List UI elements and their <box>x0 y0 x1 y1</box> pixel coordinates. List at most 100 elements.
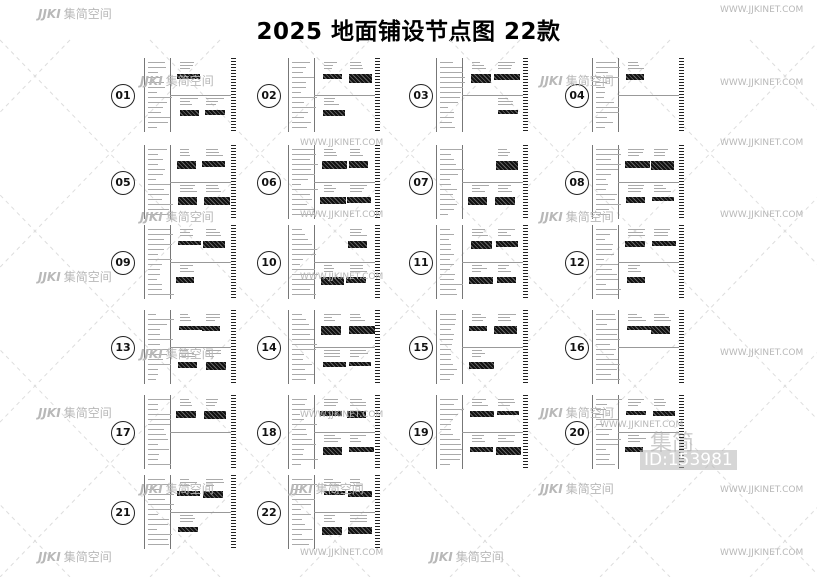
note-text <box>292 399 308 400</box>
note-text <box>440 294 458 295</box>
detail-label <box>498 314 516 315</box>
drawing-sheet[interactable] <box>284 225 380 299</box>
drawing-sheet[interactable] <box>588 395 684 469</box>
watermark-url: WWW.JJKINET.COM <box>720 210 804 220</box>
note-text <box>148 194 170 195</box>
section-detail <box>204 411 227 419</box>
detail-label <box>180 232 190 233</box>
note-text <box>596 214 611 215</box>
section-detail <box>348 241 367 249</box>
diagonal-line <box>749 507 817 577</box>
detail-label <box>180 104 193 105</box>
note-text <box>148 419 171 420</box>
drawing-sheet[interactable] <box>284 58 380 132</box>
detail-label <box>350 235 368 236</box>
drawing-sheet[interactable] <box>140 475 236 549</box>
sheet-divider <box>170 432 231 433</box>
note-text <box>440 369 457 370</box>
title-block <box>679 145 684 219</box>
drawing-sheet[interactable] <box>588 58 684 132</box>
section-detail <box>495 447 522 455</box>
note-text <box>440 112 454 113</box>
drawing-number: 08 <box>565 171 589 195</box>
detail-label <box>350 521 367 522</box>
drawing-sheet[interactable] <box>140 225 236 299</box>
drawing-sheet[interactable] <box>140 58 236 132</box>
detail-label <box>654 191 672 192</box>
detail-label <box>628 235 645 236</box>
note-text <box>292 434 308 435</box>
note-text <box>148 82 164 83</box>
drawing-number: 04 <box>565 84 589 108</box>
note-text <box>292 494 312 495</box>
detail-label <box>350 152 360 153</box>
drawing-sheet[interactable] <box>432 310 528 384</box>
detail-label <box>628 402 641 403</box>
section-detail <box>494 74 521 81</box>
detail-label <box>498 104 513 105</box>
detail-label <box>472 68 486 69</box>
detail-label <box>324 438 342 439</box>
detail-label <box>324 68 333 69</box>
note-text <box>148 359 164 360</box>
detail-label <box>498 155 509 156</box>
note-text <box>148 164 158 165</box>
title-block <box>523 310 528 384</box>
section-detail <box>177 491 200 497</box>
detail-label <box>324 479 334 480</box>
drawing-sheet[interactable] <box>432 145 528 219</box>
drawing-number: 10 <box>257 251 281 275</box>
drawing-sheet[interactable] <box>588 225 684 299</box>
note-text <box>292 449 304 450</box>
note-text <box>148 112 162 113</box>
sheet-divider <box>436 225 437 299</box>
note-text <box>292 464 302 465</box>
section-detail <box>203 197 230 206</box>
note-text <box>440 164 456 165</box>
detail-label <box>498 62 515 63</box>
detail-label <box>324 149 333 150</box>
note-text <box>148 369 158 370</box>
detail-label <box>654 317 669 318</box>
note-text <box>596 159 611 160</box>
note-text <box>440 204 458 205</box>
drawing-sheet[interactable] <box>432 395 528 469</box>
note-text <box>440 239 450 240</box>
drawing-sheet[interactable] <box>432 225 528 299</box>
watermark-logo: JJKI 集简空间 <box>140 347 214 361</box>
drawing-sheet[interactable] <box>140 310 236 384</box>
drawing-sheet[interactable] <box>284 395 380 469</box>
detail-label <box>654 152 666 153</box>
note-text <box>148 534 172 535</box>
note-text <box>148 514 159 515</box>
drawing-sheet[interactable] <box>588 310 684 384</box>
section-detail <box>346 411 367 418</box>
drawing-sheet[interactable] <box>284 310 380 384</box>
drawing-sheet[interactable] <box>432 58 528 132</box>
drawing-sheet[interactable] <box>140 395 236 469</box>
detail-label <box>628 185 645 186</box>
title-block <box>523 145 528 219</box>
note-text <box>292 439 312 440</box>
drawing-sheet[interactable] <box>588 145 684 219</box>
note-text <box>148 264 163 265</box>
sheet-divider <box>592 310 593 384</box>
drawing-sheet[interactable] <box>284 475 380 549</box>
note-text <box>292 122 311 123</box>
sheet-divider <box>436 310 437 384</box>
detail-label <box>628 405 639 406</box>
section-detail <box>178 527 199 532</box>
drawing-sheet[interactable] <box>140 145 236 219</box>
note-text <box>292 67 306 68</box>
note-text <box>148 409 159 410</box>
detail-label <box>180 317 190 318</box>
detail-label <box>206 314 220 315</box>
drawing-sheet[interactable] <box>284 145 380 219</box>
section-detail <box>624 241 646 247</box>
note-text <box>440 419 454 420</box>
note-text <box>440 379 450 380</box>
note-text <box>440 324 455 325</box>
note-text <box>596 424 605 425</box>
title-block <box>375 225 380 299</box>
detail-label <box>324 515 336 516</box>
